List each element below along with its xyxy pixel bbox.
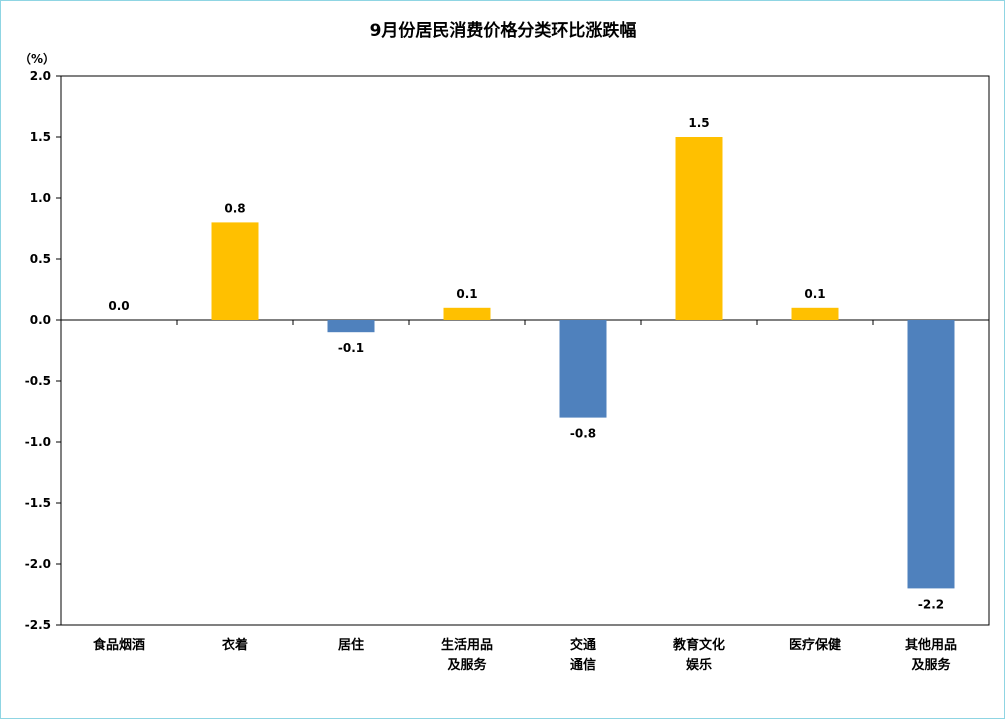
y-axis-unit: （%） (19, 51, 55, 66)
y-tick-label: -1.5 (25, 496, 51, 510)
y-tick-label: 0.0 (30, 313, 51, 327)
y-tick-label: -0.5 (25, 374, 51, 388)
plot-border (60, 75, 990, 626)
x-category-label: 教育文化 (672, 637, 725, 653)
x-category-label: 生活用品 (441, 637, 493, 653)
data-label: -2.2 (918, 597, 944, 611)
bar (443, 307, 491, 320)
data-label: -0.1 (338, 341, 364, 355)
y-tick-label: 1.0 (30, 191, 51, 205)
data-label: 0.1 (456, 287, 477, 301)
y-tick-label: 2.0 (30, 69, 51, 83)
bar (675, 137, 723, 320)
data-label: 1.5 (688, 116, 709, 130)
x-category-label: 衣着 (222, 637, 248, 653)
data-label: -0.8 (570, 427, 596, 441)
x-category-label: 娱乐 (686, 657, 712, 673)
bar (791, 307, 839, 320)
bar (211, 222, 259, 320)
y-tick-label: -1.0 (25, 435, 51, 449)
x-category-label: 及服务 (911, 657, 951, 673)
data-label: 0.1 (804, 287, 825, 301)
bar (559, 320, 607, 418)
data-label: 0.0 (108, 299, 129, 313)
x-category-label: 交通 (570, 637, 596, 653)
bar (907, 320, 955, 589)
data-label: 0.8 (224, 201, 245, 215)
y-tick-label: -2.5 (25, 618, 51, 632)
x-category-label: 医疗保健 (789, 637, 841, 653)
x-category-label: 及服务 (447, 657, 487, 673)
x-category-label: 通信 (570, 657, 596, 673)
y-tick-label: -2.0 (25, 557, 51, 571)
x-category-label: 食品烟酒 (93, 637, 145, 653)
y-tick-label: 0.5 (30, 252, 51, 266)
x-category-label: 其他用品 (905, 637, 957, 653)
y-tick-label: 1.5 (30, 130, 51, 144)
chart-title: 9月份居民消费价格分类环比涨跌幅 (370, 20, 637, 41)
x-category-label: 居住 (338, 637, 364, 653)
plot-area: 2.0 1.5 1.0 0.5 0.0 -0.5 -1.0 -1.5 -2.0 -2.5 0.0 食品… (25, 69, 990, 673)
bar (327, 320, 375, 333)
